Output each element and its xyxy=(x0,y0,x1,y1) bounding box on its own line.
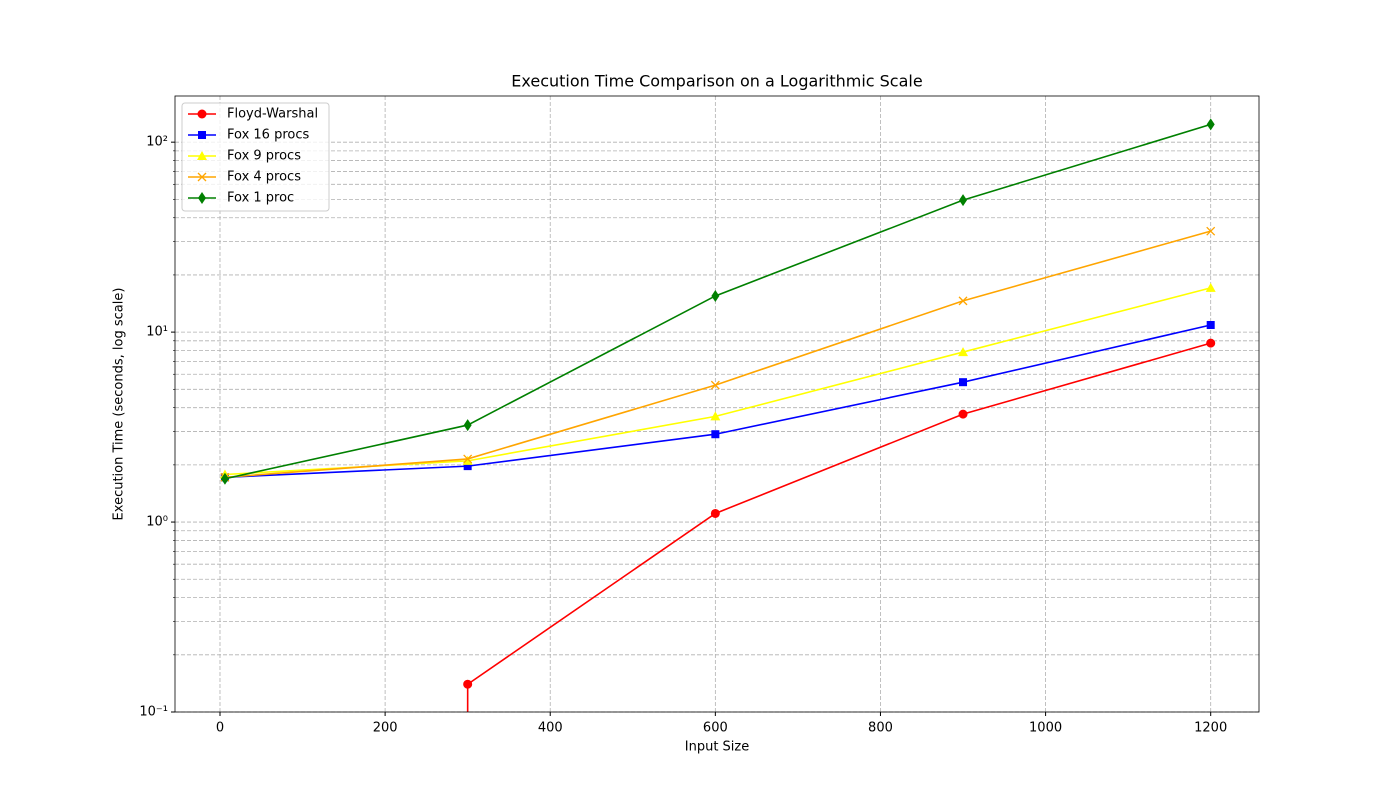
series-line xyxy=(224,230,1211,479)
legend-label: Fox 16 procs xyxy=(227,128,309,143)
point xyxy=(198,131,206,139)
point xyxy=(462,455,473,465)
point xyxy=(197,151,207,160)
legend-label: Fox 1 proc xyxy=(227,191,294,206)
y-axis-label: Execution Time (seconds, log scale) xyxy=(112,288,127,521)
point xyxy=(1205,282,1216,292)
x-tick-label: 800 xyxy=(868,721,893,736)
plot-frame xyxy=(174,95,1260,713)
point xyxy=(463,679,473,689)
series-line xyxy=(224,123,1211,480)
point xyxy=(958,347,969,357)
x-tick-label: 1000 xyxy=(1029,721,1062,736)
legend-box xyxy=(181,102,330,212)
series-line xyxy=(224,324,1211,479)
point xyxy=(220,472,229,485)
point xyxy=(1206,226,1216,236)
x-axis-label: Input Size xyxy=(685,740,749,755)
point xyxy=(959,378,968,387)
point xyxy=(710,380,720,390)
point xyxy=(197,172,207,182)
y-tick-label: 10⁰ xyxy=(146,515,168,530)
point xyxy=(1206,118,1215,131)
point xyxy=(710,411,721,421)
x-tick-label: 400 xyxy=(538,721,563,736)
x-tick-label: 200 xyxy=(373,721,398,736)
plot-area xyxy=(219,118,1216,800)
point xyxy=(958,409,968,419)
chart-title: Execution Time Comparison on a Logarithm… xyxy=(511,72,922,91)
point xyxy=(711,289,720,302)
point xyxy=(463,462,472,471)
point xyxy=(463,454,473,464)
y-tick-label: 10² xyxy=(146,135,168,150)
point xyxy=(463,419,472,432)
x-tick-label: 600 xyxy=(703,721,728,736)
y-tick-label: 10⁻¹ xyxy=(139,705,168,720)
x-tick-label: 1200 xyxy=(1194,721,1227,736)
point xyxy=(197,109,207,119)
point xyxy=(959,194,968,207)
legend-label: Floyd-Warshal xyxy=(227,107,318,122)
point xyxy=(710,508,720,518)
point xyxy=(711,430,720,439)
legend-label: Fox 4 procs xyxy=(227,170,301,185)
legend-label: Fox 9 procs xyxy=(227,149,301,164)
y-tick-label: 10¹ xyxy=(146,325,168,340)
point xyxy=(958,296,968,306)
x-tick-label: 0 xyxy=(216,721,224,736)
point xyxy=(1206,338,1216,348)
point xyxy=(198,192,206,204)
point xyxy=(1206,321,1215,330)
